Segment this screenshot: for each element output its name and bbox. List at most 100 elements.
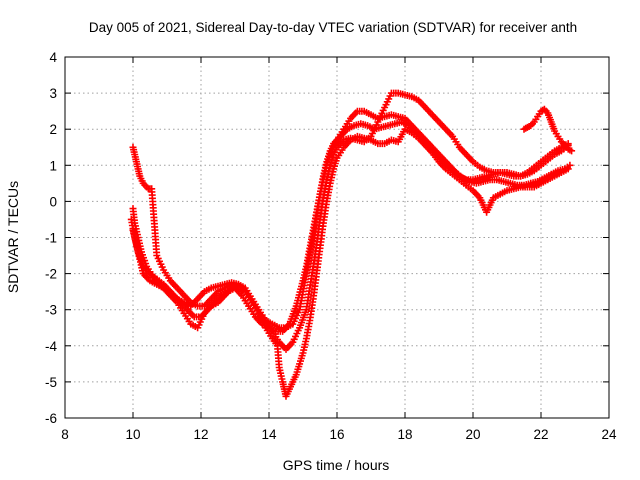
data-point <box>340 138 353 151</box>
data-point <box>483 167 495 176</box>
data-point <box>466 178 478 187</box>
data-point <box>173 284 186 297</box>
data-point <box>449 170 461 182</box>
data-point <box>367 111 379 121</box>
data-point <box>387 89 400 97</box>
data-point <box>268 335 280 347</box>
data-point <box>503 170 515 179</box>
data-point <box>489 169 502 176</box>
data-point <box>340 135 352 144</box>
data-point <box>353 136 366 145</box>
data-point <box>180 309 193 325</box>
data-point <box>160 280 173 294</box>
data-point <box>282 321 294 332</box>
x-axis-label: GPS time / hours <box>283 457 390 473</box>
data-point <box>483 171 495 180</box>
grid-lines <box>65 57 609 418</box>
data-point <box>551 148 563 158</box>
data-point <box>462 151 475 164</box>
data-point <box>530 115 540 126</box>
plot-area-frame <box>64 56 610 419</box>
data-point <box>214 293 227 306</box>
data-point <box>333 141 343 151</box>
data-point <box>377 122 390 131</box>
data-point <box>486 196 496 209</box>
data-point <box>527 178 539 187</box>
data-point <box>262 324 275 340</box>
y-tick-label: -2 <box>45 267 57 282</box>
data-point <box>148 185 161 256</box>
data-point <box>523 123 533 131</box>
data-point <box>551 170 563 180</box>
data-point <box>510 172 522 180</box>
data-point <box>520 124 530 133</box>
y-tick-label: -3 <box>45 303 57 318</box>
data-point <box>544 152 556 164</box>
data-point <box>568 147 576 155</box>
data-point <box>435 118 448 131</box>
data-point <box>452 169 464 180</box>
data-point <box>333 146 346 162</box>
data-point <box>554 132 564 143</box>
data-point <box>449 132 462 148</box>
data-point <box>364 122 376 132</box>
data-point <box>442 125 455 139</box>
x-tick-label: 14 <box>261 427 277 442</box>
data-point <box>343 123 356 133</box>
data-point <box>510 184 522 193</box>
data-point <box>207 283 220 292</box>
data-point <box>476 163 488 173</box>
data-point <box>547 168 560 178</box>
data-point <box>180 299 192 309</box>
data-point <box>503 185 515 195</box>
data-point <box>374 140 386 148</box>
data-point <box>187 299 199 309</box>
data-point <box>435 158 448 171</box>
data-point <box>566 161 574 169</box>
data-point <box>221 286 234 299</box>
data-point <box>228 280 240 290</box>
x-axis-tick-labels: 8 10 12 14 16 18 20 22 24 <box>61 427 617 442</box>
data-point <box>404 122 417 133</box>
data-point <box>367 136 379 146</box>
data-point <box>353 107 366 115</box>
data-point <box>517 183 529 191</box>
data-point <box>381 137 393 148</box>
data-point <box>544 173 556 184</box>
data-point <box>381 111 393 121</box>
data-point <box>534 175 546 185</box>
y-axis-tick-labels: -6 -5 -4 -3 -2 -1 0 1 2 3 4 <box>45 50 58 426</box>
data-point <box>527 120 536 130</box>
data-point <box>360 107 373 118</box>
data-point <box>241 288 254 304</box>
x-tick-label: 12 <box>193 427 208 442</box>
data-point <box>166 288 179 301</box>
data-point <box>200 304 213 317</box>
data-point <box>394 89 407 98</box>
data-point <box>367 121 380 140</box>
data-point <box>394 128 408 146</box>
data-point <box>207 290 220 303</box>
data-point <box>401 125 413 136</box>
data-point <box>557 143 570 155</box>
data-point <box>146 270 158 281</box>
data-point <box>347 134 359 144</box>
data-point <box>476 173 488 182</box>
data-point <box>421 104 434 117</box>
data-point <box>200 285 213 296</box>
data-point <box>330 146 340 158</box>
data-point <box>472 178 485 187</box>
data-point <box>166 277 179 290</box>
data-point <box>134 248 146 267</box>
data-point <box>523 168 536 178</box>
data-point <box>214 281 226 290</box>
data-point <box>183 306 196 319</box>
data-point <box>469 158 481 169</box>
data-point <box>387 136 400 145</box>
data-point <box>483 203 493 216</box>
data-point <box>408 129 420 140</box>
data-point <box>513 181 526 189</box>
data-point <box>299 338 310 357</box>
x-tick-label: 22 <box>533 427 548 442</box>
data-point <box>398 118 410 128</box>
